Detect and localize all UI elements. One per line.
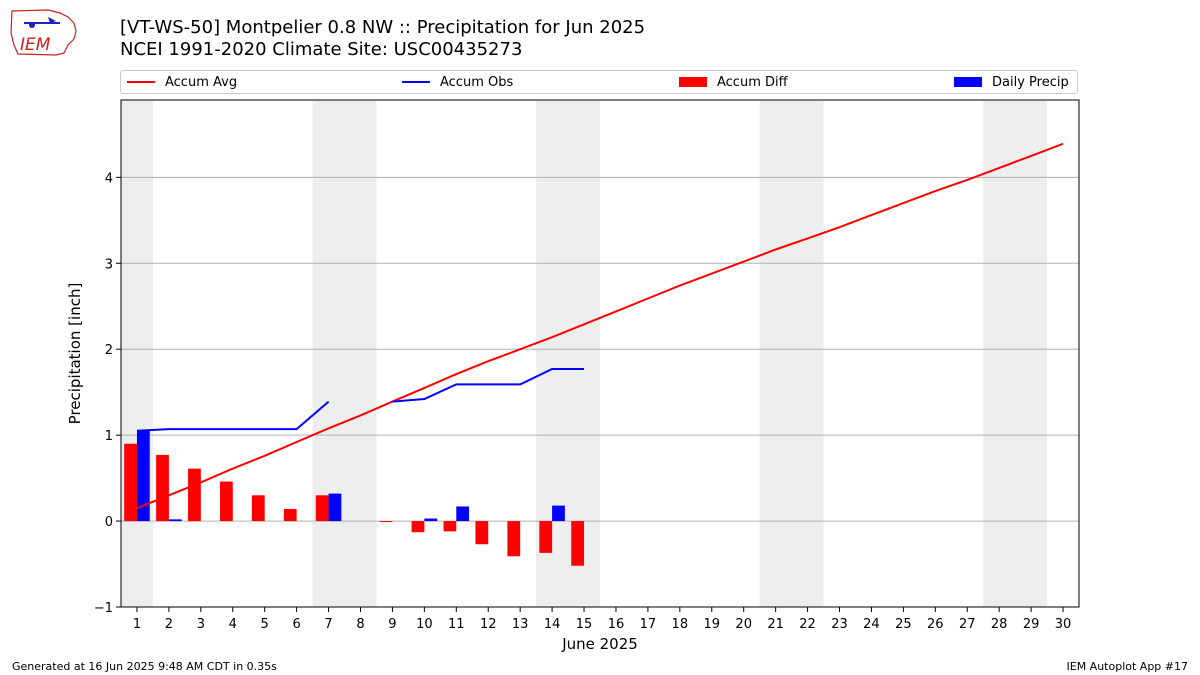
weekend-band [759,100,824,607]
accum-obs-line [136,368,584,432]
accum-diff-bar [124,443,137,522]
x-tick-label: 26 [927,617,944,632]
x-tick-label: 17 [640,617,657,632]
legend-item-accum-avg: Accum Avg [127,71,237,93]
y-tick-label: 2 [105,343,113,358]
accum-diff-bar [443,521,457,532]
legend-label: Daily Precip [992,74,1069,90]
title-line-1: [VT-WS-50] Montpelier 0.8 NW :: Precipit… [120,17,646,38]
accum-diff-bar [379,521,393,523]
x-tick-label: 21 [767,617,784,632]
accum-diff-bar [251,495,265,522]
legend-label: Accum Obs [440,74,514,90]
x-tick-label: 15 [576,617,593,632]
accum-diff-bar [539,521,553,553]
sensor-icon [29,22,35,28]
weekend-band [983,100,1048,607]
legend-item-accum-diff: Accum Diff [679,71,788,93]
x-tick-label: 7 [324,617,332,632]
x-tick-label: 18 [672,617,689,632]
y-tick-label: 4 [105,171,113,186]
x-tick-label: 5 [261,617,269,632]
legend-item-accum-obs: Accum Obs [402,71,513,93]
accum-diff-bar [315,495,329,522]
x-tick-label: 28 [991,617,1008,632]
legend-swatch [954,77,982,87]
accum-avg-line [136,142,1064,510]
weekend-band [121,100,153,607]
y-tick-label: 1 [105,429,113,444]
legend-label: Accum Diff [717,74,788,90]
x-tick-label: 16 [608,617,625,632]
daily-precip-bar [328,493,342,522]
accum-diff-bar [219,481,233,522]
legend: Accum Avg Accum Obs Accum Diff Daily Pre… [120,70,1078,94]
iem-logo: IEM [10,9,77,56]
x-tick-label: 19 [703,617,720,632]
x-tick-label: 9 [388,617,396,632]
y-tick-label: 0 [105,515,113,530]
daily-precip-bar [424,518,438,522]
x-tick-label: 14 [544,617,561,632]
accum-diff-bar [156,454,169,522]
accum-diff-bar [475,521,489,545]
x-tick-label: 12 [480,617,497,632]
logo-text: IEM [20,35,51,55]
accum-diff-bar [571,521,585,566]
title-line-2: NCEI 1991-2020 Climate Site: USC00435273 [120,39,523,60]
legend-item-daily-precip: Daily Precip [954,71,1069,93]
iowa-outline-icon [10,9,77,56]
chart-title: [VT-WS-50] Montpelier 0.8 NW :: Precipit… [120,17,645,61]
legend-swatch [127,81,155,83]
vane-tail-icon [48,17,56,23]
x-tick-label: 22 [799,617,816,632]
x-tick-label: 4 [229,617,237,632]
accum-diff-bar [283,509,297,522]
daily-precip-bar [168,519,182,522]
x-tick-label: 30 [1055,617,1072,632]
footer-generated: Generated at 16 Jun 2025 9:48 AM CDT in … [12,660,277,673]
daily-precip-bar [456,506,470,522]
weekend-band [312,100,377,607]
x-tick-label: 6 [292,617,300,632]
daily-precip-bar [136,430,150,522]
x-tick-label: 8 [356,617,364,632]
legend-swatch [402,81,430,83]
plot-frame [120,99,1080,608]
y-tick-label: −1 [94,601,113,616]
x-tick-label: 13 [512,617,529,632]
legend-label: Accum Avg [165,74,238,90]
x-tick-label: 20 [735,617,752,632]
x-axis-label: June 2025 [561,635,638,653]
x-tick-label: 2 [165,617,173,632]
x-tick-label: 27 [959,617,976,632]
accum-diff-bar [188,468,201,522]
footer-app: IEM Autoplot App #17 [1066,660,1189,673]
accum-diff-bar [411,521,425,533]
x-tick-label: 25 [895,617,912,632]
x-tick-label: 1 [133,617,141,632]
x-tick-label: 23 [831,617,848,632]
x-tick-label: 11 [448,617,465,632]
legend-swatch [679,77,707,87]
y-axis-label: Precipitation [inch] [66,283,84,425]
accum-diff-bar [507,521,521,557]
y-tick-label: 3 [105,257,113,272]
x-tick-label: 3 [197,617,205,632]
x-tick-label: 29 [1023,617,1040,632]
x-tick-label: 10 [416,617,433,632]
daily-precip-bar [552,505,565,522]
x-tick-label: 24 [863,617,880,632]
